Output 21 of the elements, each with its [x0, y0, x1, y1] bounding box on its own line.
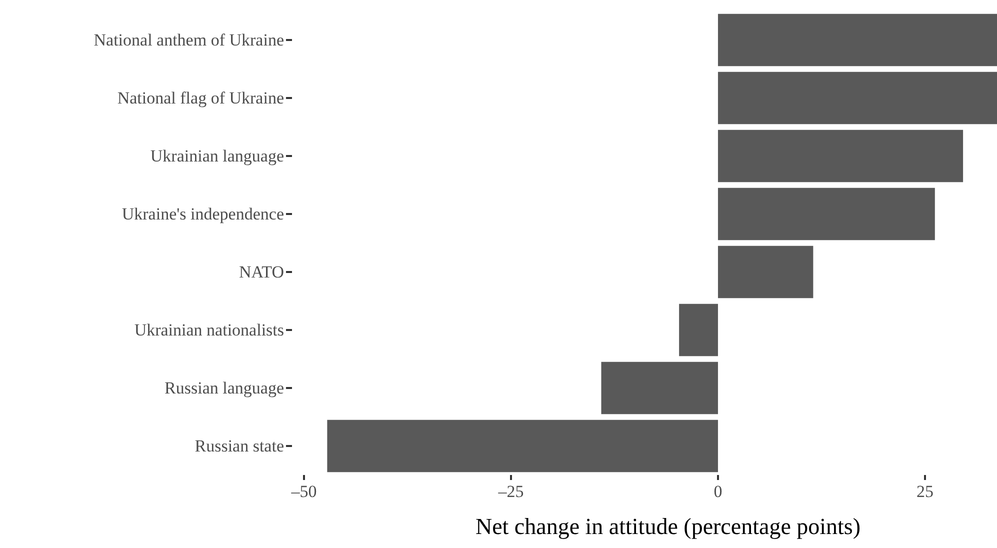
x-tick-label: 0 [714, 482, 722, 501]
bar [718, 188, 935, 240]
y-tick-label: Ukrainian nationalists [134, 320, 284, 340]
bar [718, 130, 964, 182]
bar [327, 420, 718, 472]
y-tick-label: NATO [238, 262, 284, 282]
x-tick-label: 25 [916, 482, 934, 501]
x-tick-label: –50 [290, 482, 317, 501]
bar [718, 246, 814, 298]
y-tick-label: Ukrainian language [150, 146, 284, 166]
x-axis-title: Net change in attitude (percentage points) [475, 514, 861, 539]
y-tick-label: National flag of Ukraine [117, 88, 284, 108]
bar [679, 304, 718, 356]
y-tick-label: Russian state [194, 436, 284, 456]
y-tick-label: Russian language [164, 378, 284, 398]
bar [718, 14, 997, 66]
bar [718, 72, 997, 124]
y-tick-label: Ukraine's independence [122, 204, 284, 224]
x-tick-label: –25 [497, 482, 524, 501]
y-tick-label: National anthem of Ukraine [94, 30, 284, 50]
bar [601, 362, 718, 414]
